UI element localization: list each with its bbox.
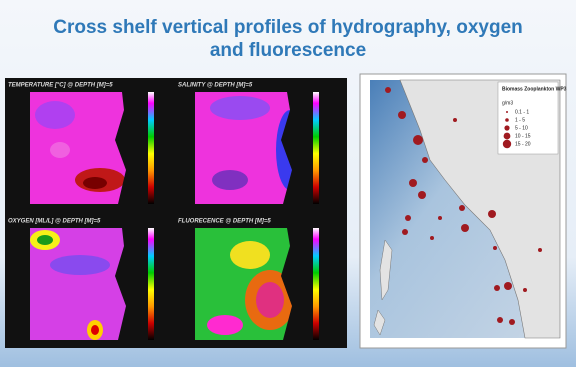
legend-symbol — [504, 125, 509, 130]
legend-item: 0.1 - 1 — [515, 109, 529, 115]
panel — [195, 92, 319, 204]
panel-label: SALINITY @ DEPTH [M]=5 — [178, 83, 253, 89]
panel — [30, 92, 154, 204]
legend-unit: g/m3 — [502, 100, 513, 106]
legend-item: 15 - 20 — [515, 141, 531, 147]
legend-symbol — [506, 111, 508, 113]
title: and fluorescence — [210, 40, 366, 61]
panel — [195, 228, 319, 340]
panel-grid: TEMPERATURE [°C] @ DEPTH [M]=5 SALINITY … — [5, 78, 347, 348]
legend-symbol — [504, 133, 511, 140]
zooplankton-map: Biomass Zooplankton WP3 g/m3 — [360, 74, 567, 348]
panel-label: FLUORECENCE @ DEPTH [M]=5 — [178, 219, 271, 225]
panel-label: OXYGEN [ML/L] @ DEPTH [M]=5 — [8, 219, 101, 225]
panel-label: TEMPERATURE [°C] @ DEPTH [M]=5 — [8, 83, 113, 89]
legend-symbol — [503, 140, 511, 148]
page: Cross shelf vertical profiles of hydrogr… — [0, 0, 576, 367]
legend-symbol — [505, 118, 509, 122]
legend-item: 10 - 15 — [515, 133, 531, 139]
panel — [30, 228, 154, 340]
slide: Cross shelf vertical profiles of hydrogr… — [0, 0, 576, 367]
legend-item: 1 - 5 — [515, 117, 525, 123]
legend-item: 5 - 10 — [515, 125, 528, 131]
title: Cross shelf vertical profiles of hydrogr… — [53, 17, 523, 38]
legend-title: Biomass Zooplankton WP3 — [502, 86, 567, 92]
